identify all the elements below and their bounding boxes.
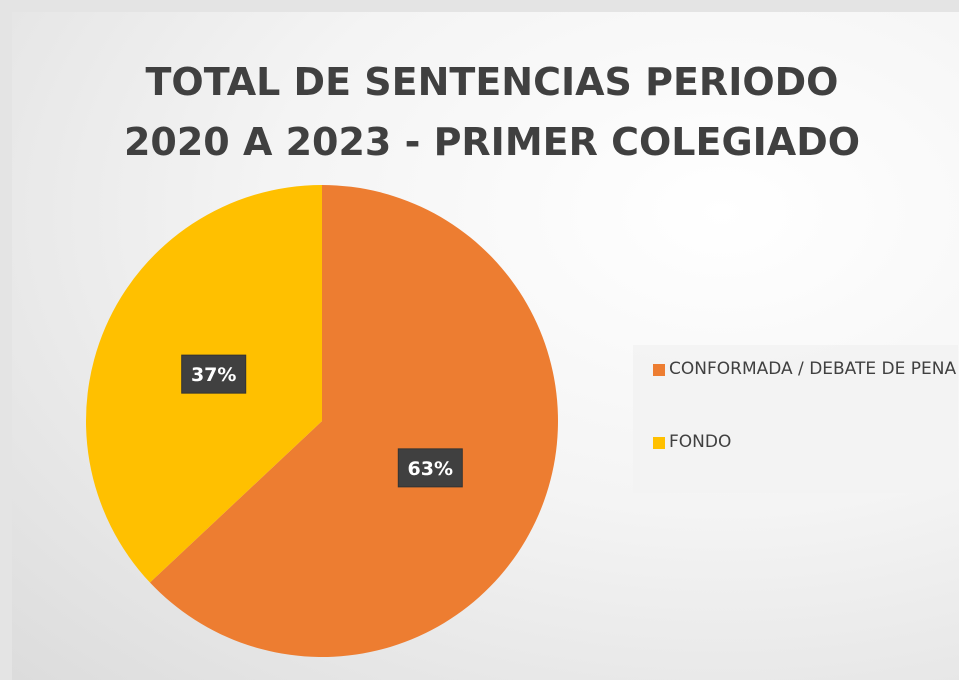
legend-label: CONFORMADA / DEBATE DE PENA — [669, 359, 957, 379]
plot: 63% 37% — [86, 185, 558, 657]
legend-entry: CONFORMADA / DEBATE DE PENA — [653, 357, 959, 382]
data-label-box — [181, 354, 247, 394]
data-label: 63% — [408, 458, 453, 480]
data-label-box — [397, 448, 463, 488]
data-label: 37% — [191, 364, 236, 386]
legend-swatch — [653, 437, 665, 449]
legend: CONFORMADA / DEBATE DE PENA FONDO — [633, 345, 958, 493]
legend-entry: FONDO — [653, 430, 959, 455]
legend-label: FONDO — [669, 432, 732, 452]
pie-slice — [149, 185, 558, 657]
chart-title: TOTAL DE SENTENCIAS PERIODO 2020 A 2023 … — [123, 60, 861, 164]
legend-swatch — [653, 364, 665, 376]
chart: TOTAL DE SENTENCIAS PERIODO 2020 A 2023 … — [12, 12, 959, 680]
